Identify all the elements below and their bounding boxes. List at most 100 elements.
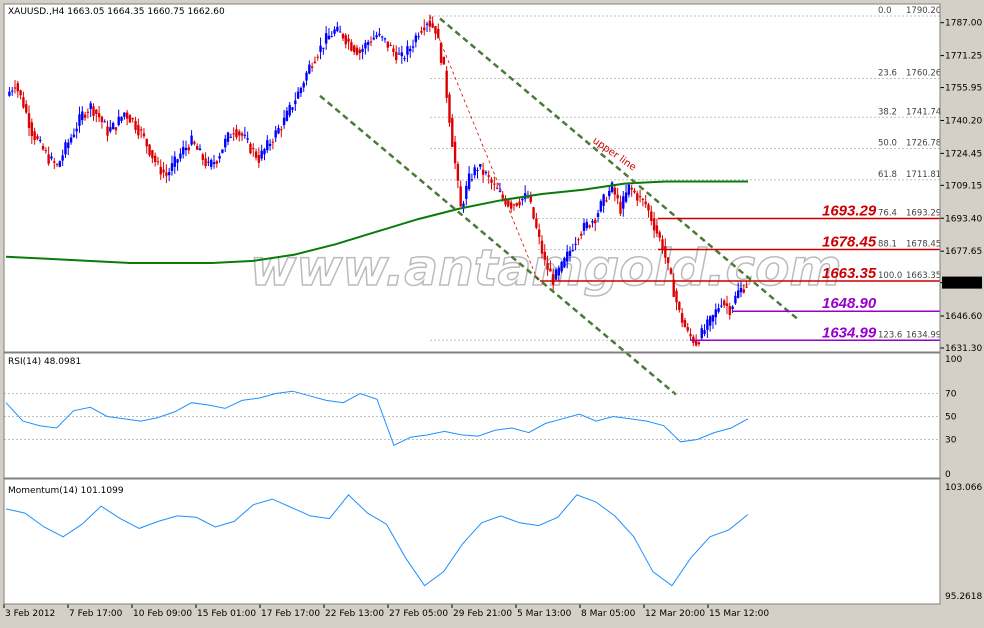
candle-body <box>591 221 594 223</box>
time-axis-label: 22 Feb 13:00 <box>325 609 384 619</box>
candle-body <box>19 90 22 96</box>
candle-body <box>566 251 569 262</box>
candle-body <box>47 154 50 164</box>
candle-body <box>179 153 182 159</box>
candle-body <box>75 128 78 132</box>
pane-background-3 <box>4 479 940 604</box>
candle-body <box>577 239 580 241</box>
candle-body <box>717 308 720 312</box>
candle-body <box>305 72 308 81</box>
candle-body <box>706 319 709 330</box>
candle-body <box>596 213 600 217</box>
candle-body <box>282 117 286 126</box>
candle-body <box>470 179 474 181</box>
candle-body <box>92 106 95 116</box>
candle-body <box>95 109 98 114</box>
candle-body <box>210 159 213 167</box>
candle-body <box>232 133 235 135</box>
candle-body <box>33 131 36 141</box>
candle-body <box>358 49 361 54</box>
candle-body <box>294 100 297 105</box>
candle-body <box>41 145 45 150</box>
candle-body <box>638 196 642 198</box>
time-axis-label: 7 Feb 17:00 <box>69 609 123 619</box>
candle-body <box>324 33 328 44</box>
candle-body <box>170 163 174 172</box>
candle-body <box>557 267 560 276</box>
candle-body <box>167 172 171 176</box>
candle-body <box>226 132 230 142</box>
fibonacci-ratio-label: 0.0 <box>878 6 892 16</box>
candle-body <box>655 225 659 234</box>
candle-body <box>235 129 238 138</box>
candle-body <box>299 87 303 94</box>
candle-body <box>490 179 493 183</box>
candle-body <box>633 190 636 193</box>
candle-body <box>389 44 392 46</box>
pane-border-2 <box>3 352 941 479</box>
candle-body <box>537 229 541 238</box>
candle-body <box>720 305 723 307</box>
candle-body <box>50 156 53 159</box>
candle-body <box>13 87 17 89</box>
rsi-title: RSI(14) 48.0981 <box>8 357 82 367</box>
candle-body <box>111 123 115 130</box>
price-axis-label: 1693.40 <box>945 214 982 224</box>
candle-body <box>375 35 378 38</box>
candle-body <box>627 184 631 195</box>
time-axis-label: 12 Mar 20:00 <box>645 609 705 619</box>
candle-body <box>644 201 647 205</box>
fibonacci-price-label: 1663.35 <box>906 271 941 281</box>
candle-body <box>319 45 322 52</box>
fibonacci-price-label: 1678.45 <box>906 239 941 249</box>
candle-body <box>61 155 64 161</box>
time-axis-label: 10 Feb 09:00 <box>133 609 192 619</box>
candle-body <box>669 268 673 274</box>
candle-body <box>190 135 193 145</box>
candle-body <box>479 163 482 167</box>
candle-body <box>291 107 294 110</box>
momentum-axis-label: 95.2618 <box>945 592 982 602</box>
candle-body <box>378 33 381 36</box>
candle-body <box>381 36 384 38</box>
fibonacci-ratio-label: 123.6 <box>878 330 902 340</box>
candle-body <box>571 249 575 251</box>
candle-body <box>224 138 227 148</box>
candle-body <box>347 38 350 42</box>
time-axis-label: 15 Feb 01:00 <box>197 609 256 619</box>
candle-body <box>487 175 490 177</box>
candle-body <box>551 274 555 285</box>
candle-body <box>529 196 532 203</box>
candle-body <box>288 104 291 116</box>
candle-body <box>238 131 241 136</box>
candle-body <box>428 20 432 27</box>
candle-body <box>431 23 434 28</box>
candle-body <box>252 148 255 150</box>
time-axis-label: 27 Feb 05:00 <box>389 609 448 619</box>
candle-body <box>8 91 11 96</box>
price-axis-label: 1724.45 <box>945 149 982 159</box>
price-axis-label: 1646.60 <box>945 312 982 322</box>
candle-body <box>694 339 698 346</box>
fibonacci-price-label: 1760.26 <box>906 69 941 79</box>
candle-body <box>745 286 748 288</box>
fibonacci-price-label: 1693.29 <box>906 208 941 218</box>
fibonacci-price-label: 1634.99 <box>906 330 941 340</box>
candle-body <box>610 182 614 192</box>
candle-body <box>697 342 701 345</box>
candle-body <box>361 48 364 52</box>
candle-body <box>103 121 106 123</box>
time-axis-label: 15 Mar 12:00 <box>709 609 769 619</box>
price-axis-label: 1755.95 <box>945 84 982 94</box>
candle-body <box>613 187 617 195</box>
candle-body <box>683 320 687 328</box>
candle-body <box>125 112 129 119</box>
candle-body <box>196 145 199 150</box>
candle-body <box>442 56 446 65</box>
candle-body <box>64 142 67 155</box>
candle-body <box>322 47 325 49</box>
candle-body <box>123 112 126 117</box>
candle-body <box>616 194 619 199</box>
